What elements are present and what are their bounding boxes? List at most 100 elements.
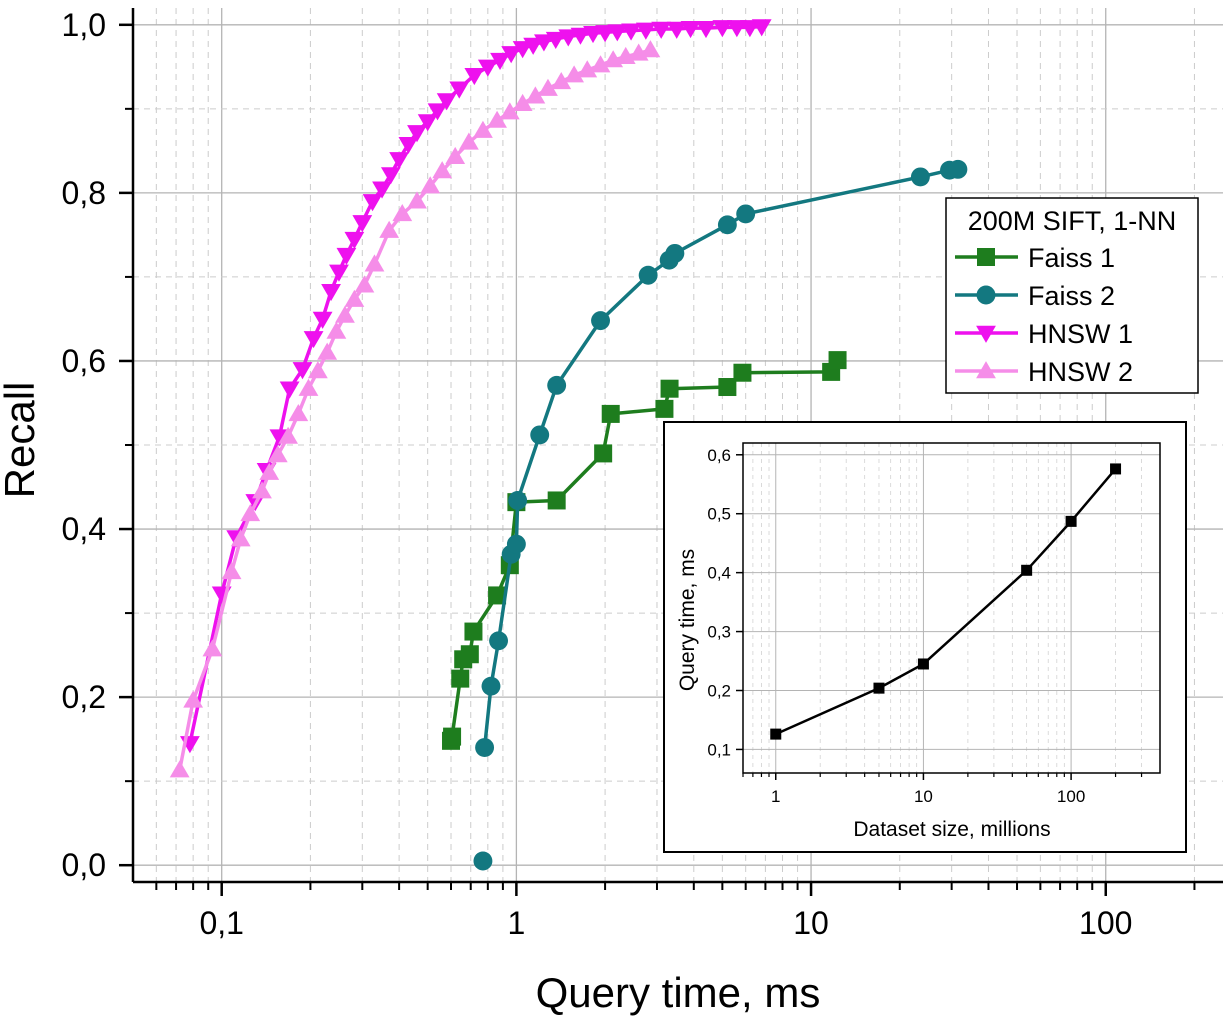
main-y-axis-label: Recall (0, 382, 43, 499)
data-point (473, 120, 493, 138)
data-point (751, 19, 772, 37)
data-point (230, 529, 251, 547)
data-point (451, 669, 470, 688)
data-point (665, 243, 685, 263)
data-point (594, 444, 613, 463)
data-point (202, 639, 223, 657)
inset-data-point (1021, 564, 1033, 576)
data-point (717, 215, 737, 235)
inset-y-tick-label: 0,2 (707, 682, 731, 701)
x-tick-label: 100 (1079, 905, 1132, 941)
y-tick-label: 0,0 (62, 847, 106, 883)
data-point (329, 264, 349, 282)
data-point (591, 311, 610, 331)
inset-data-point (770, 728, 782, 740)
data-point (523, 37, 544, 55)
main-axes: 0,1 1 10 100 0,0 0,2 0,4 0,6 0,8 1,0 (62, 7, 1223, 941)
data-point (577, 60, 598, 78)
inset-data-point (873, 682, 885, 694)
data-point (443, 727, 462, 746)
data-point (736, 204, 756, 224)
data-point (392, 203, 413, 222)
data-point (545, 31, 566, 49)
data-point (303, 331, 324, 349)
legend-marker (976, 285, 996, 305)
data-point (464, 622, 483, 641)
data-point (427, 103, 448, 121)
legend-label: HNSW 2 (1028, 357, 1133, 387)
x-tick-label: 10 (793, 905, 829, 941)
data-point (651, 21, 672, 39)
data-point (489, 631, 509, 651)
data-point (590, 55, 611, 73)
legend: 200M SIFT, 1-NN Faiss 1 Faiss 2 HNSW 1 HNSW… (945, 197, 1199, 394)
data-point (362, 194, 383, 212)
inset-plot-frame (742, 442, 1161, 774)
legend-marker (976, 325, 996, 343)
inset-x-tick-label: 10 (914, 787, 933, 806)
data-point (407, 191, 427, 209)
data-point (564, 65, 585, 83)
data-point (635, 22, 656, 40)
data-point (354, 275, 375, 293)
data-point (344, 231, 365, 250)
inset-x-tick-label: 1 (771, 787, 780, 806)
inset-y-tick-label: 0,3 (707, 623, 731, 642)
data-point (380, 167, 401, 185)
inset-y-tick-label: 0,4 (707, 564, 731, 583)
data-point (312, 311, 333, 329)
legend-title: 200M SIFT, 1-NN (968, 206, 1177, 236)
data-point (607, 24, 628, 42)
data-point (252, 481, 272, 499)
data-point (477, 59, 498, 77)
data-point (583, 26, 603, 44)
data-point (530, 425, 550, 445)
inset-axes: 1 10 100 0,1 0,2 0,3 0,4 0,5 0,6 (707, 442, 1161, 806)
data-point (508, 491, 528, 510)
data-point (398, 136, 419, 155)
data-point (551, 72, 572, 90)
data-point (481, 676, 501, 696)
data-point (696, 20, 716, 39)
data-point (726, 20, 747, 38)
data-point (487, 110, 507, 128)
data-point (655, 399, 674, 418)
data-point (458, 132, 479, 150)
data-point (288, 404, 309, 422)
data-point (558, 29, 579, 47)
inset-x-axis-label: Dataset size, millions (853, 818, 1050, 841)
inset-series-line (775, 468, 1117, 736)
inset-background (663, 421, 1187, 853)
data-point (733, 363, 752, 382)
inset-data-point (1110, 463, 1122, 475)
data-point (307, 361, 328, 379)
data-point (534, 34, 554, 52)
inset-y-tick-label: 0,6 (707, 446, 731, 465)
data-point (499, 102, 520, 120)
data-point (718, 378, 737, 397)
data-point (240, 504, 261, 522)
data-point (221, 561, 242, 580)
data-point (460, 645, 479, 664)
inset-chart: 1 10 100 0,1 0,2 0,3 0,4 0,5 0,6 Dataset size, m… (663, 421, 1187, 853)
legend-label: Faiss 1 (1028, 243, 1115, 273)
data-point (417, 114, 438, 132)
data-point (712, 20, 733, 38)
y-tick-label: 0,4 (62, 511, 106, 547)
data-point (512, 41, 533, 59)
data-point (512, 93, 533, 112)
data-point (420, 176, 441, 194)
data-point (501, 46, 522, 64)
data-point (298, 378, 319, 396)
data-point (326, 321, 347, 339)
data-point (473, 851, 493, 871)
data-point (352, 215, 373, 233)
legend-label: HNSW 1 (1028, 319, 1133, 349)
data-point (317, 342, 338, 360)
inset-y-axis-label: Query time, ms (676, 549, 699, 691)
data-point (475, 738, 495, 757)
data-point (621, 23, 641, 41)
data-point (372, 181, 392, 199)
data-point (321, 284, 341, 302)
data-point (267, 445, 288, 463)
